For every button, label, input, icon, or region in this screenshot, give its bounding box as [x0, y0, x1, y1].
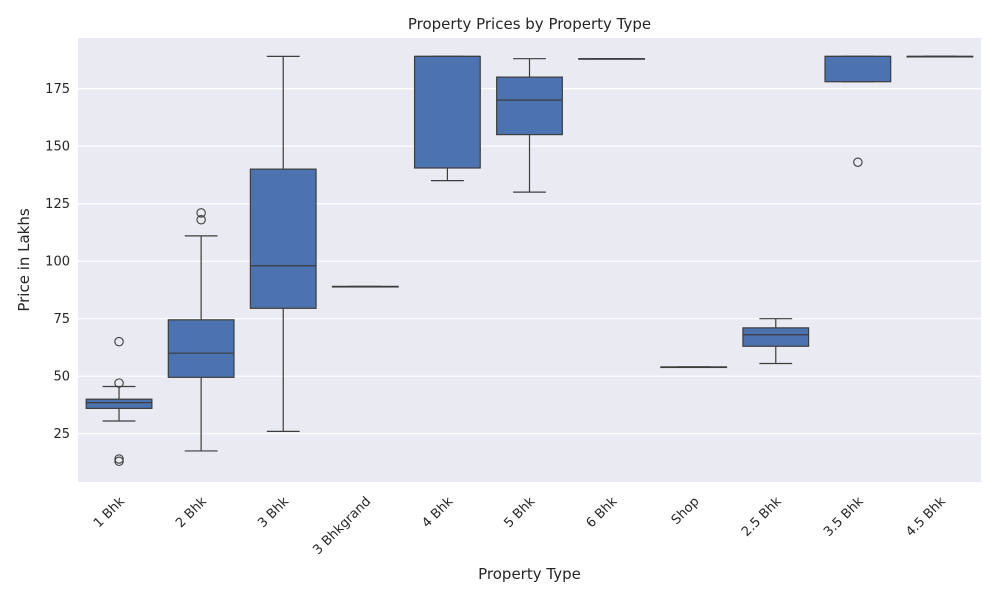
box-body: [167, 319, 235, 378]
x-tick-label: 6 Bhk: [584, 494, 621, 531]
y-tick-label: 175: [45, 82, 70, 97]
chart-title: Property Prices by Property Type: [408, 15, 651, 33]
box-body: [249, 168, 317, 309]
box-3-5-bhk: [824, 55, 892, 167]
box-shop: [660, 366, 728, 369]
box-3-bhk: [249, 55, 317, 432]
x-tick-label: 3.5 Bhk: [821, 494, 867, 540]
y-axis-title: Price in Lakhs: [15, 208, 33, 312]
x-tick-label: Shop: [669, 494, 703, 528]
x-tick-label: 2 Bhk: [173, 494, 210, 531]
box-4-5-bhk: [906, 55, 974, 58]
box-body: [496, 76, 563, 136]
box-body: [742, 327, 810, 347]
y-tick-label: 150: [45, 140, 70, 155]
x-tick-label: 3 Bhk: [255, 494, 292, 531]
outlier-point: [196, 214, 206, 225]
box-2-bhk: [167, 208, 235, 452]
boxes: [85, 55, 974, 467]
x-tick-label: 3 Bhkgrand: [310, 494, 374, 558]
outlier-point: [114, 378, 124, 388]
outlier-point: [114, 336, 124, 347]
box-body: [85, 398, 153, 409]
x-tick-label: 5 Bhk: [501, 494, 538, 531]
y-tick-label: 50: [53, 370, 70, 385]
box-3-bhkgrand: [331, 285, 399, 288]
x-axis-title: Property Type: [478, 565, 581, 583]
box-1-bhk: [85, 336, 153, 467]
outlier-point: [114, 454, 124, 464]
box-5-bhk: [496, 58, 563, 193]
y-tick-label: 75: [53, 312, 70, 327]
box-6-bhk: [578, 58, 646, 60]
box-4-bhk: [413, 55, 481, 182]
y-tick-label: 25: [53, 427, 70, 442]
box-body: [413, 55, 481, 169]
x-tick-label: 1 Bhk: [91, 494, 128, 531]
y-tick-labels: 25 50 75 100 125 150 175: [45, 82, 70, 442]
box-2-5-bhk: [742, 318, 810, 365]
box-body: [824, 55, 892, 83]
x-tick-label: 2.5 Bhk: [739, 494, 785, 540]
y-tick-label: 100: [45, 255, 70, 270]
outlier-point: [853, 157, 863, 167]
outlier-point: [114, 456, 124, 467]
x-tick-label: 4.5 Bhk: [903, 494, 949, 540]
x-tick-labels: 1 Bhk 2 Bhk 3 Bhk 3 Bhkgrand 4 Bhk 5 Bhk 6 Bhk…: [91, 494, 949, 558]
x-tick-label: 4 Bhk: [419, 494, 456, 531]
outlier-point: [196, 208, 206, 218]
y-tick-label: 125: [45, 197, 70, 212]
